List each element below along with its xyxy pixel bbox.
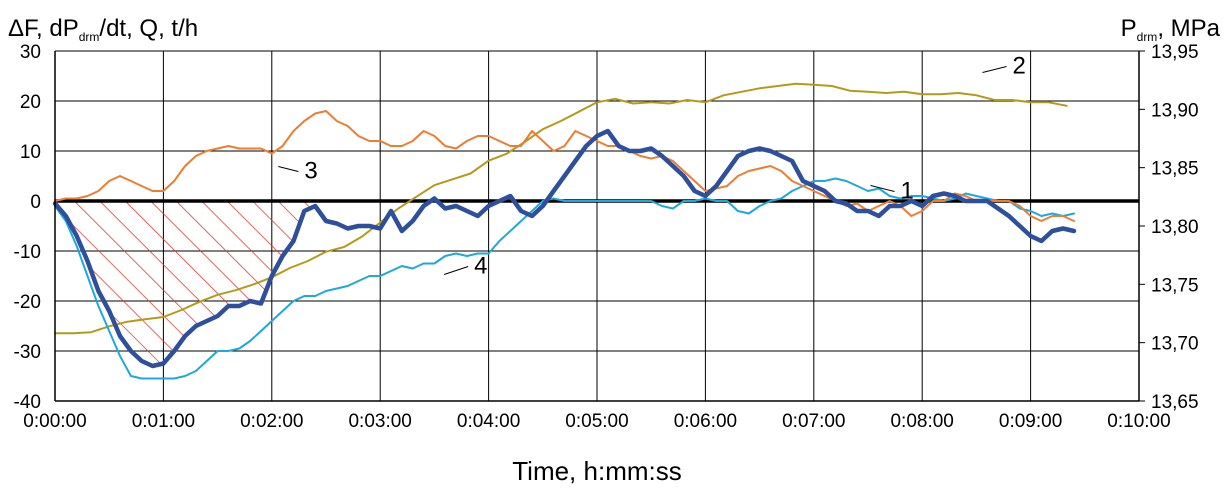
y-right-tick-label: 13,65: [1151, 392, 1199, 413]
x-tick-label: 0:05:00: [565, 411, 628, 432]
y-left-tick-label: -30: [14, 342, 41, 363]
y-left-tick-label: -10: [14, 242, 41, 263]
series-label-4: 4: [474, 253, 487, 280]
series-label-leader: [982, 66, 1007, 73]
tick-labels: 30 20 10 0 -10 -20 -30 -40 13,95 13,90 13,85 13,80 1…: [14, 42, 1199, 432]
x-tick-label: 0:01:00: [132, 411, 195, 432]
series-line-4: [52, 128, 1077, 369]
series-line-2: [54, 82, 1068, 335]
axes: [54, 50, 1145, 402]
y-right-tick-label: 13,95: [1151, 42, 1199, 63]
y-right-tick-label: 13,90: [1151, 100, 1199, 121]
y-left-tick-label: -40: [14, 392, 41, 413]
x-tick-label: 0:08:00: [890, 411, 953, 432]
series-labels: 1 2 3 4: [278, 53, 1026, 280]
y-right-tick-label: 13,70: [1151, 334, 1199, 355]
x-tick-label: 0:03:00: [348, 411, 411, 432]
series-label-3: 3: [304, 158, 317, 185]
y-right-label: Pdrm, MPa: [1121, 15, 1221, 44]
hatched-area: [55, 201, 326, 366]
y-left-label: ΔF, dPdrm/dt, Q, t/h: [8, 15, 198, 44]
hatched-region: [55, 201, 326, 366]
series-label-leader: [870, 185, 895, 192]
y-right-tick-label: 13,75: [1151, 275, 1199, 296]
y-right-tick-label: 13,85: [1151, 159, 1199, 180]
y-left-tick-label: 0: [30, 192, 41, 213]
series-line-1: [54, 177, 1075, 380]
x-tick-label: 0:02:00: [240, 411, 303, 432]
y-right-tick-label: 13,80: [1151, 217, 1199, 238]
x-axis-label: Time, h:mm:ss: [512, 456, 681, 486]
series-label-leader: [443, 266, 469, 275]
x-tick-label: 0:04:00: [457, 411, 520, 432]
series-line-3: [54, 110, 1075, 222]
y-left-tick-label: 10: [20, 142, 41, 163]
series-group: [52, 82, 1077, 380]
y-left-tick-label: -20: [14, 292, 41, 313]
y-left-tick-label: 20: [20, 92, 41, 113]
x-tick-label: 0:07:00: [782, 411, 845, 432]
series-label-2: 2: [1013, 53, 1026, 80]
y-left-tick-label: 30: [20, 42, 41, 63]
series-label-leader: [278, 166, 299, 172]
x-tick-label: 0:10:00: [1107, 411, 1170, 432]
x-tick-label: 0:00:00: [23, 411, 86, 432]
x-tick-label: 0:06:00: [674, 411, 737, 432]
x-tick-label: 0:09:00: [999, 411, 1062, 432]
series-label-1: 1: [901, 178, 914, 205]
